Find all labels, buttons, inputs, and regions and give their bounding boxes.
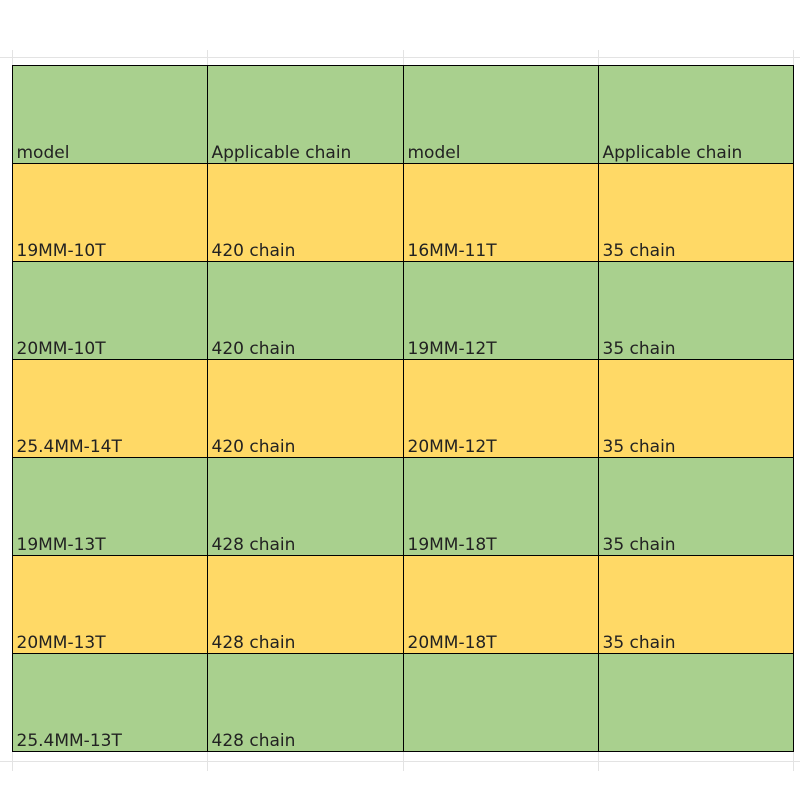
gridline [12,751,13,771]
table-cell: 19MM-10T [11,162,208,262]
table-cell: 20MM-10T [11,260,208,360]
table-cell: 20MM-18T [402,554,599,654]
table-cell [597,652,794,752]
table-cell: 35 chain [597,456,794,556]
cell-text: 420 chain [211,338,296,359]
table-cell: 20MM-12T [402,358,599,458]
gridline [403,50,404,65]
cell-text: 19MM-12T [407,338,497,359]
gridline [207,751,208,771]
table-cell: 420 chain [206,358,404,458]
cell-text: 19MM-10T [16,240,106,261]
header-cell: model [11,64,208,164]
table-cell: 20MM-13T [11,554,208,654]
cell-text: 428 chain [211,730,296,751]
gridline [12,50,13,65]
cell-text: 35 chain [602,632,676,653]
header-cell: model [402,64,599,164]
table-cell: 19MM-13T [11,456,208,556]
cell-text: 35 chain [602,240,676,261]
cell-text: 420 chain [211,240,296,261]
table-cell: 35 chain [597,260,794,360]
cell-text: 16MM-11T [407,240,497,261]
table-cell: 428 chain [206,652,404,752]
table-cell: 25.4MM-14T [11,358,208,458]
cell-text: model [16,142,70,163]
table-cell: 19MM-12T [402,260,599,360]
cell-text: 428 chain [211,534,296,555]
table-cell: 35 chain [597,554,794,654]
cell-text: 428 chain [211,632,296,653]
cell-text: 20MM-18T [407,632,497,653]
gridline [0,761,800,762]
table-cell: 428 chain [206,456,404,556]
table-cell: 35 chain [597,358,794,458]
cell-text: Applicable chain [211,142,352,163]
gridline [598,751,599,771]
cell-text: 19MM-18T [407,534,497,555]
cell-text: 35 chain [602,436,676,457]
table-cell: 420 chain [206,162,404,262]
header-cell: Applicable chain [597,64,794,164]
table-cell [402,652,599,752]
table-cell: 35 chain [597,162,794,262]
cell-text: 35 chain [602,338,676,359]
table-cell: 16MM-11T [402,162,599,262]
cell-text: 20MM-10T [16,338,106,359]
cell-text: 19MM-13T [16,534,106,555]
gridline [598,50,599,65]
gridline [793,50,794,65]
table-cell: 428 chain [206,554,404,654]
cell-text: 20MM-13T [16,632,106,653]
cell-text: 25.4MM-13T [16,730,122,751]
gridline [403,751,404,771]
header-cell: Applicable chain [206,64,404,164]
cell-text: 420 chain [211,436,296,457]
cell-text: model [407,142,461,163]
cell-text: 20MM-12T [407,436,497,457]
gridline [207,50,208,65]
cell-text: 25.4MM-14T [16,436,122,457]
table-cell: 19MM-18T [402,456,599,556]
gridline [793,751,794,771]
table-cell: 420 chain [206,260,404,360]
table-cell: 25.4MM-13T [11,652,208,752]
cell-text: Applicable chain [602,142,743,163]
cell-text: 35 chain [602,534,676,555]
gridline [0,57,800,58]
